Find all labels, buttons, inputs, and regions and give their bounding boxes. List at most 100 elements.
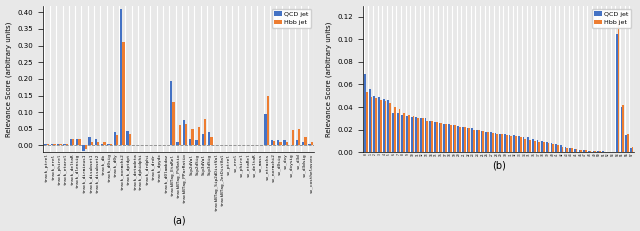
Bar [378,97,380,152]
Bar [630,148,632,152]
Bar [283,140,285,146]
Bar [593,151,595,152]
Bar [277,140,279,146]
Bar [120,9,122,146]
Bar [173,102,175,146]
Bar [438,123,440,152]
Bar [179,125,181,146]
Bar [485,132,487,152]
Bar [518,136,520,152]
Y-axis label: Relevance Score (arbitrary units): Relevance Score (arbitrary units) [6,21,12,137]
Bar [529,140,531,152]
Bar [618,19,620,152]
Bar [394,107,396,152]
Bar [273,141,275,146]
Bar [459,127,461,152]
Bar [436,122,438,152]
Bar [426,121,428,152]
Bar [532,139,534,152]
Bar [210,137,212,146]
Bar [483,131,484,152]
Bar [481,131,483,152]
Bar [520,137,522,152]
Bar [543,142,545,152]
Bar [44,144,47,146]
Bar [191,129,194,146]
Bar [182,121,185,146]
Y-axis label: Relevance Score (arbitrary units): Relevance Score (arbitrary units) [326,21,332,137]
Bar [579,150,580,152]
Bar [557,145,559,152]
Bar [302,142,305,146]
Bar [556,144,557,152]
Bar [452,125,454,152]
Bar [499,134,501,152]
Bar [625,135,627,152]
Bar [504,134,506,152]
X-axis label: (b): (b) [492,161,506,170]
Bar [72,140,74,146]
Bar [616,34,618,152]
Bar [492,133,493,152]
Bar [462,127,464,152]
Bar [513,135,515,152]
Bar [621,107,622,152]
Bar [208,132,210,146]
Bar [78,139,81,146]
Bar [70,140,72,146]
Bar [511,136,512,152]
Bar [406,116,408,152]
Bar [76,139,78,146]
Bar [385,101,387,152]
Bar [583,150,585,152]
Bar [506,135,508,152]
Bar [448,124,450,152]
Bar [371,97,372,152]
Bar [523,137,524,152]
Bar [524,139,526,152]
Bar [296,140,298,146]
Bar [399,109,400,152]
Bar [109,144,112,146]
Bar [267,95,269,146]
Bar [566,148,568,152]
Bar [527,137,529,152]
Bar [63,144,66,146]
Bar [170,81,173,146]
Legend: QCD jet, Hbb jet: QCD jet, Hbb jet [272,9,311,27]
Bar [468,128,470,152]
Bar [422,118,424,152]
Bar [104,142,106,146]
Bar [497,134,498,152]
Bar [108,144,109,146]
Bar [47,144,49,146]
Bar [564,146,566,152]
Bar [298,130,301,146]
Bar [310,142,313,146]
Bar [126,131,129,146]
Bar [177,142,179,146]
Bar [364,74,366,152]
Bar [403,113,405,152]
Bar [548,143,550,152]
Legend: QCD jet, Hbb jet: QCD jet, Hbb jet [592,9,631,27]
Bar [95,139,97,146]
Bar [515,136,517,152]
Bar [562,146,563,152]
Bar [471,128,473,152]
Bar [204,119,206,146]
Bar [82,146,84,152]
Bar [467,128,468,152]
Bar [599,151,601,152]
Bar [602,151,604,152]
Bar [571,148,573,152]
Bar [51,144,53,146]
Bar [585,150,587,152]
Bar [116,136,118,146]
Bar [129,134,131,146]
Bar [597,151,599,152]
Bar [285,142,288,146]
Bar [60,144,62,146]
Bar [429,121,431,152]
Bar [464,127,465,152]
